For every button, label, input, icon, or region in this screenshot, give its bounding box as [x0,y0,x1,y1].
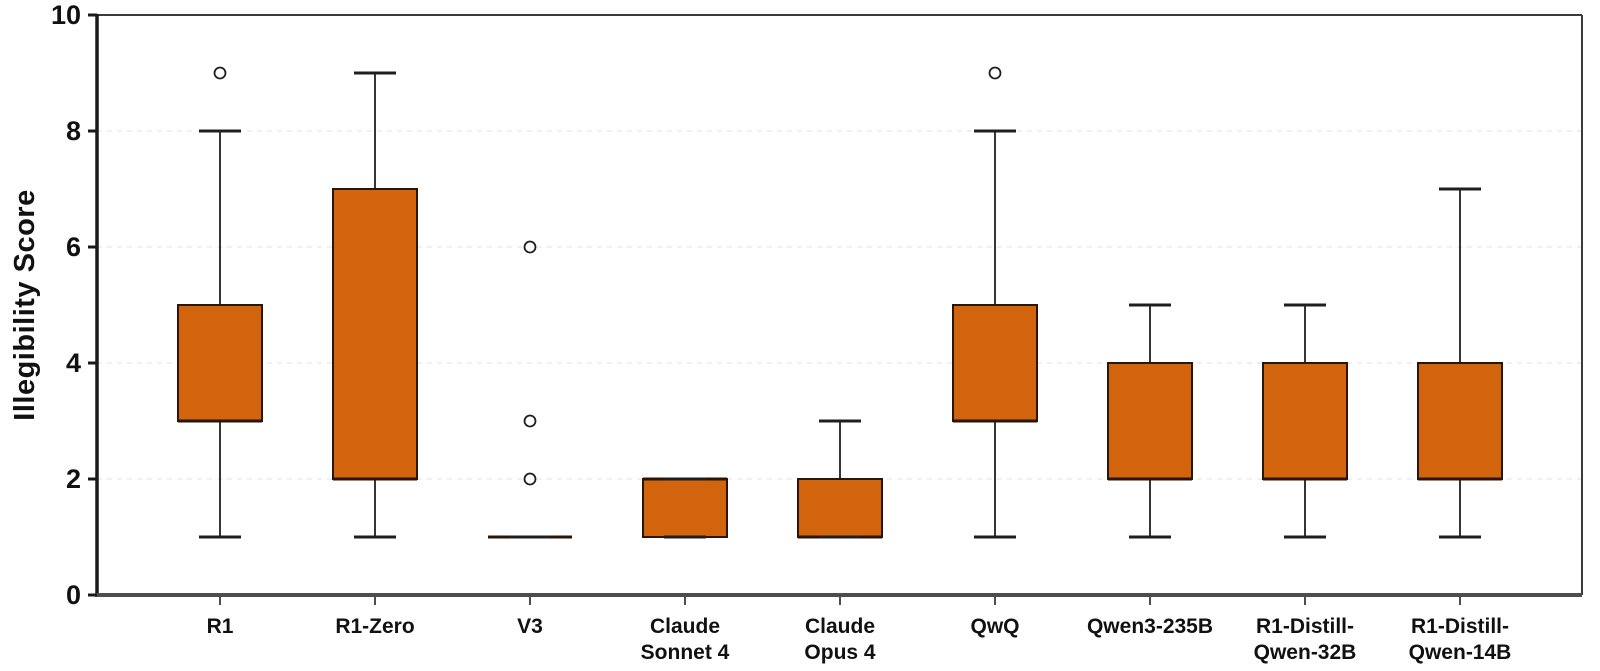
x-tick-label-r1-distill-qwen-14b-line1: R1-Distill- [1411,615,1509,638]
x-tick-label-r1-distill-qwen-14b-line2: Qwen-14B [1409,641,1512,664]
y-axis-title: Illegibility Score [9,189,41,420]
x-tick-label-qwen3-235b: Qwen3-235B [1087,615,1213,638]
y-tick-label-6: 6 [66,232,81,262]
box-r1-distill-qwen-14b [1417,362,1503,480]
y-tick-label-8: 8 [66,116,81,146]
y-tick-label-10: 10 [51,0,81,30]
outlier-qwq-9 [988,66,1002,80]
box-r1-distill-qwen-32b [1262,362,1348,480]
x-tick-label-r1-distill-qwen-32b-line2: Qwen-32B [1254,641,1357,664]
x-tick-label-claude-opus-4-line2: Opus 4 [804,641,876,664]
box-claude-sonnet-4 [642,478,728,538]
y-tick-label-0: 0 [66,580,81,610]
box-qwq [952,304,1038,422]
x-tick-label-claude-sonnet-4-line1: Claude [650,615,720,638]
box-r1-zero [332,188,418,480]
x-tick-label-claude-opus-4-line1: Claude [805,615,875,638]
x-tick-label-r1-distill-qwen-32b-line1: R1-Distill- [1256,615,1354,638]
x-tick-label-r1-zero: R1-Zero [335,615,414,638]
box-r1 [177,304,263,422]
x-tick-label-r1: R1 [207,615,234,638]
x-tick-label-v3: V3 [517,615,543,638]
outlier-v3-3 [523,414,537,428]
y-tick-label-2: 2 [66,464,81,494]
outlier-v3-2 [523,472,537,486]
x-tick-label-qwq: QwQ [970,615,1019,638]
outlier-v3-6 [523,240,537,254]
box-qwen3-235b [1107,362,1193,480]
x-tick-label-claude-sonnet-4-line2: Sonnet 4 [641,641,730,664]
outlier-r1-9 [213,66,227,80]
box-claude-opus-4 [797,478,883,538]
y-tick-label-4: 4 [66,348,81,378]
